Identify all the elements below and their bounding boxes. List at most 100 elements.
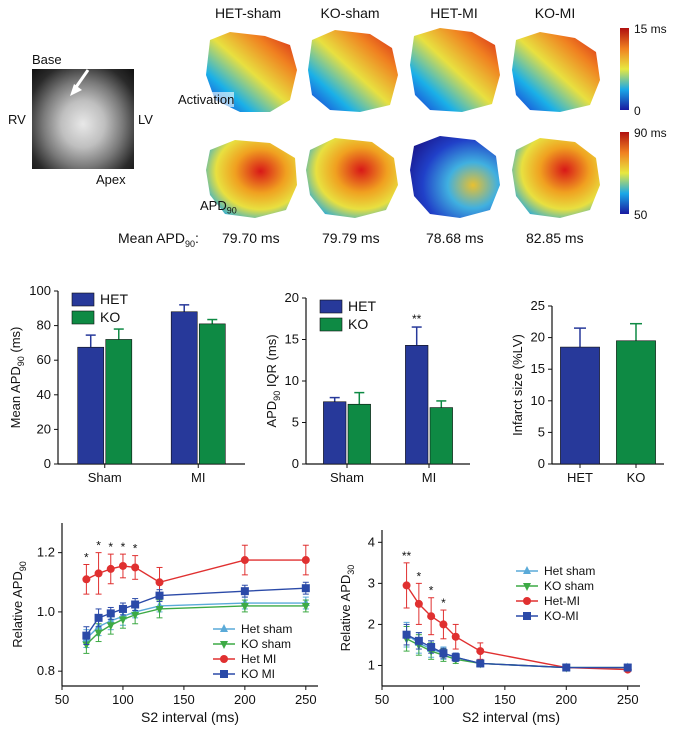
bar <box>105 339 133 465</box>
significance-marker: * <box>84 550 89 564</box>
x-tick-label: Sham <box>88 470 122 485</box>
x-tick-label: 50 <box>375 692 389 707</box>
legend-swatch <box>71 292 95 307</box>
label-apex: Apex <box>96 172 126 187</box>
y-tick-label: 1.0 <box>37 604 55 619</box>
x-tick-label: MI <box>191 470 205 485</box>
data-point <box>155 605 164 614</box>
legend-label: Het MI <box>241 652 276 666</box>
group-header: KO-sham <box>320 5 380 21</box>
legend-swatch <box>71 310 95 325</box>
y-tick-label: 40 <box>37 387 51 402</box>
significance-marker: * <box>108 540 113 554</box>
legend-label: Het-MI <box>544 594 580 608</box>
group-header: KO-MI <box>534 5 576 21</box>
data-point <box>131 611 140 620</box>
apd-sub: 90 <box>226 205 237 216</box>
bar <box>429 407 453 465</box>
bar <box>347 403 371 465</box>
legend-marker <box>523 566 531 574</box>
y-tick-label: 1 <box>368 657 375 672</box>
y-tick-label: 20 <box>37 421 51 436</box>
legend-swatch <box>319 317 343 332</box>
y-tick-label: 20 <box>531 330 545 345</box>
data-point <box>476 647 485 656</box>
y-axis-label: Relative APD90 <box>10 561 28 648</box>
y-tick-label: 5 <box>292 415 299 430</box>
significance-marker: * <box>121 540 126 554</box>
bar <box>170 311 198 465</box>
x-tick-label: 200 <box>555 692 577 707</box>
series-line <box>85 602 306 640</box>
data-point <box>131 600 140 609</box>
y-tick-label: 3 <box>368 575 375 590</box>
y-tick-label: 10 <box>531 393 545 408</box>
significance-marker: ** <box>402 549 412 563</box>
bar <box>560 346 600 465</box>
significance-marker: * <box>429 584 434 598</box>
legend-label: KO MI <box>241 667 275 681</box>
significance-marker: * <box>133 542 138 556</box>
legend-marker <box>220 670 228 678</box>
apd-colorbar <box>620 132 629 214</box>
mean-apd-value: 79.70 ms <box>222 230 280 246</box>
data-point <box>118 561 127 570</box>
significance-marker: ** <box>412 312 422 326</box>
data-point <box>623 663 632 672</box>
y-tick-label: 0 <box>292 456 299 471</box>
activation-map-ko-mi <box>512 32 600 112</box>
x-tick-label: Sham <box>330 470 364 485</box>
data-point <box>94 613 103 622</box>
y-tick-label: 100 <box>29 283 51 298</box>
legend-label: HET <box>100 291 128 307</box>
data-point <box>301 556 310 565</box>
data-point <box>402 581 411 590</box>
data-point <box>94 629 103 638</box>
y-tick-label: 5 <box>538 424 545 439</box>
activation-map-ko-sham <box>308 30 398 112</box>
legend-marker <box>523 597 531 605</box>
y-tick-label: 10 <box>285 373 299 388</box>
data-point <box>476 659 485 668</box>
significance-marker: * <box>96 539 101 553</box>
legend-swatch <box>319 299 343 314</box>
data-point <box>402 630 411 639</box>
x-tick-label: 100 <box>112 692 134 707</box>
x-tick-label: 50 <box>55 692 69 707</box>
legend-label: KO sham <box>241 637 291 651</box>
x-axis-label: S2 interval (ms) <box>141 709 239 725</box>
bar <box>323 401 347 465</box>
data-point <box>240 587 249 596</box>
data-point <box>240 602 249 611</box>
y-tick-label: 2 <box>368 616 375 631</box>
y-axis-label: Mean APD90 (ms) <box>8 327 26 429</box>
apd-scale-max: 90 ms <box>634 126 667 140</box>
mean-apd-value: 79.79 ms <box>322 230 380 246</box>
data-point <box>82 631 91 640</box>
apd-map-ko-sham <box>306 138 398 218</box>
data-point <box>301 602 310 611</box>
group-header: HET-MI <box>430 5 478 21</box>
data-point <box>414 599 423 608</box>
apd-map-het-sham <box>206 140 297 218</box>
data-point <box>155 578 164 587</box>
legend-label: Het sham <box>241 622 292 636</box>
data-point <box>427 643 436 651</box>
legend-label: KO sham <box>544 579 594 593</box>
y-tick-label: 4 <box>368 534 375 549</box>
legend-marker <box>523 612 531 620</box>
apd-map-het-mi <box>410 136 500 218</box>
x-tick-label: KO <box>627 470 646 485</box>
significance-marker: * <box>441 596 446 610</box>
apd-text: APD <box>200 198 227 213</box>
apd-scale-min: 50 <box>634 208 648 222</box>
data-point <box>240 556 249 565</box>
y-axis-label: Relative APD30 <box>338 565 356 652</box>
data-point <box>82 641 91 650</box>
activation-scale-max: 15 ms <box>634 22 667 36</box>
x-tick-label: HET <box>567 470 593 485</box>
data-point <box>106 622 115 631</box>
data-point <box>94 569 103 578</box>
